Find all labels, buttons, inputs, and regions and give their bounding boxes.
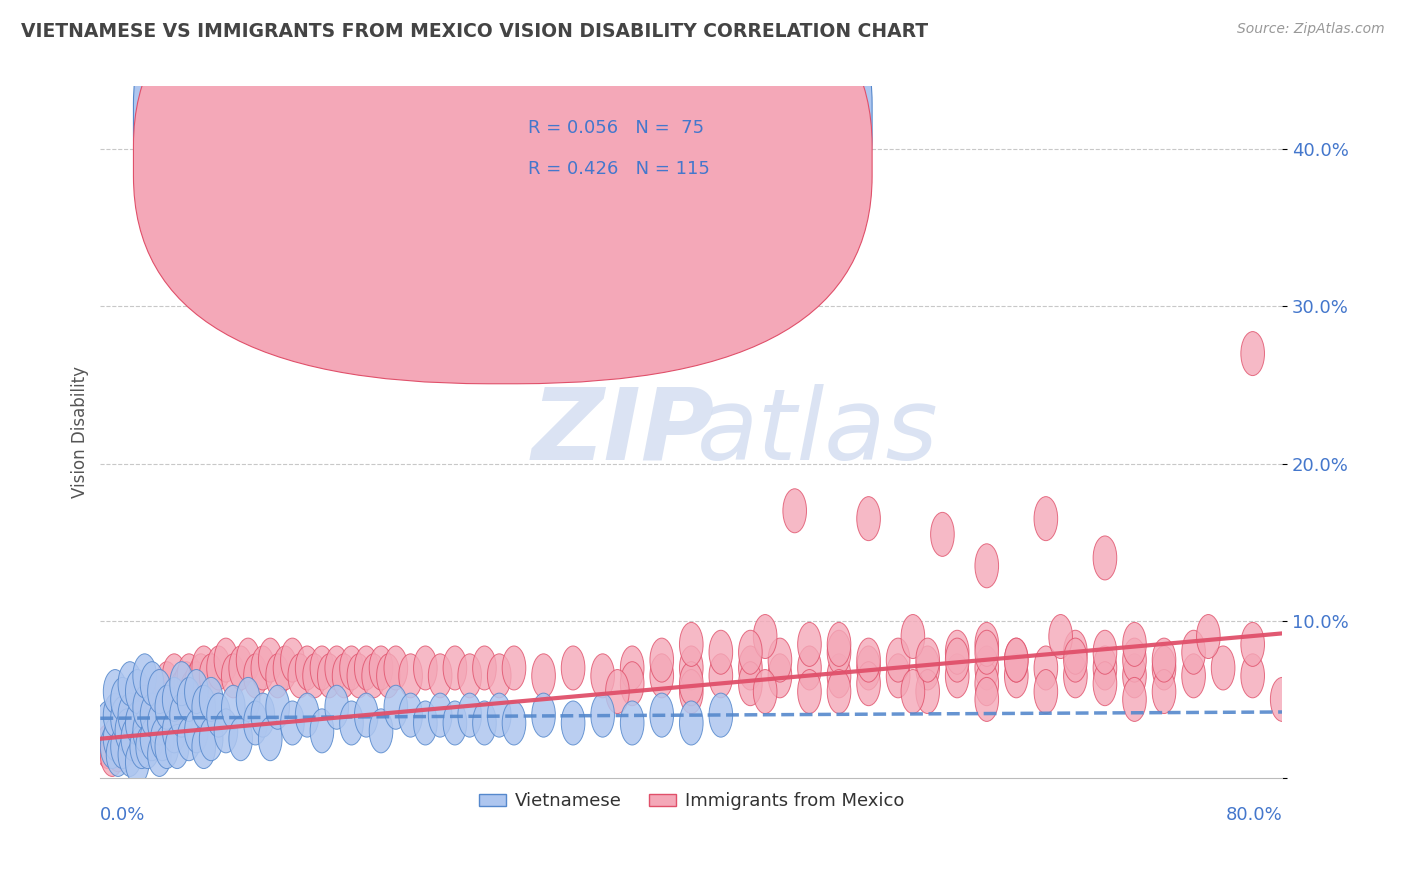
Text: 0.0%: 0.0% [100, 805, 146, 823]
Text: VIETNAMESE VS IMMIGRANTS FROM MEXICO VISION DISABILITY CORRELATION CHART: VIETNAMESE VS IMMIGRANTS FROM MEXICO VIS… [21, 22, 928, 41]
Text: atlas: atlas [697, 384, 939, 481]
Text: Source: ZipAtlas.com: Source: ZipAtlas.com [1237, 22, 1385, 37]
FancyBboxPatch shape [134, 0, 872, 384]
Text: ZIP: ZIP [531, 384, 714, 481]
Legend: Vietnamese, Immigrants from Mexico: Vietnamese, Immigrants from Mexico [471, 785, 911, 817]
Y-axis label: Vision Disability: Vision Disability [72, 367, 89, 499]
FancyBboxPatch shape [467, 96, 751, 204]
Text: R = 0.056   N =  75: R = 0.056 N = 75 [529, 119, 704, 136]
Text: R = 0.426   N = 115: R = 0.426 N = 115 [529, 161, 710, 178]
FancyBboxPatch shape [134, 0, 872, 343]
Text: 80.0%: 80.0% [1226, 805, 1282, 823]
